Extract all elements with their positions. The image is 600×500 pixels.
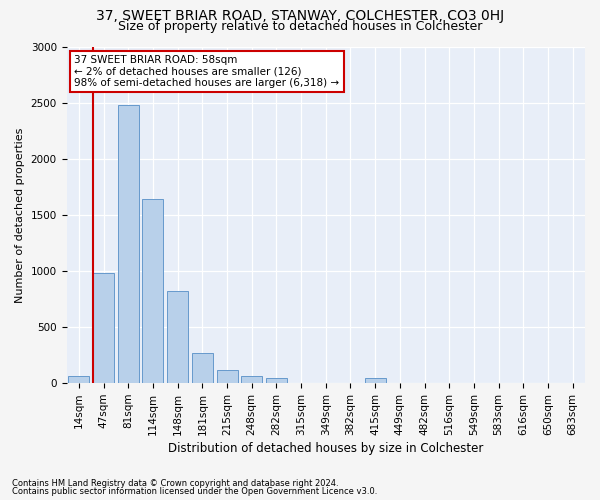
Text: 37, SWEET BRIAR ROAD, STANWAY, COLCHESTER, CO3 0HJ: 37, SWEET BRIAR ROAD, STANWAY, COLCHESTE…	[96, 9, 504, 23]
Text: Contains public sector information licensed under the Open Government Licence v3: Contains public sector information licen…	[12, 487, 377, 496]
Bar	[93, 273, 114, 383]
Text: 37 SWEET BRIAR ROAD: 58sqm
← 2% of detached houses are smaller (126)
98% of semi: 37 SWEET BRIAR ROAD: 58sqm ← 2% of detac…	[74, 55, 340, 88]
Text: Size of property relative to detached houses in Colchester: Size of property relative to detached ho…	[118, 20, 482, 33]
Bar	[266, 378, 287, 383]
Bar	[118, 105, 139, 383]
Bar	[365, 378, 386, 383]
Text: Contains HM Land Registry data © Crown copyright and database right 2024.: Contains HM Land Registry data © Crown c…	[12, 478, 338, 488]
Y-axis label: Number of detached properties: Number of detached properties	[15, 127, 25, 302]
Bar	[217, 370, 238, 383]
Bar	[167, 291, 188, 383]
Bar	[241, 376, 262, 383]
Bar	[192, 353, 213, 383]
X-axis label: Distribution of detached houses by size in Colchester: Distribution of detached houses by size …	[168, 442, 484, 455]
Bar	[142, 199, 163, 383]
Bar	[68, 376, 89, 383]
